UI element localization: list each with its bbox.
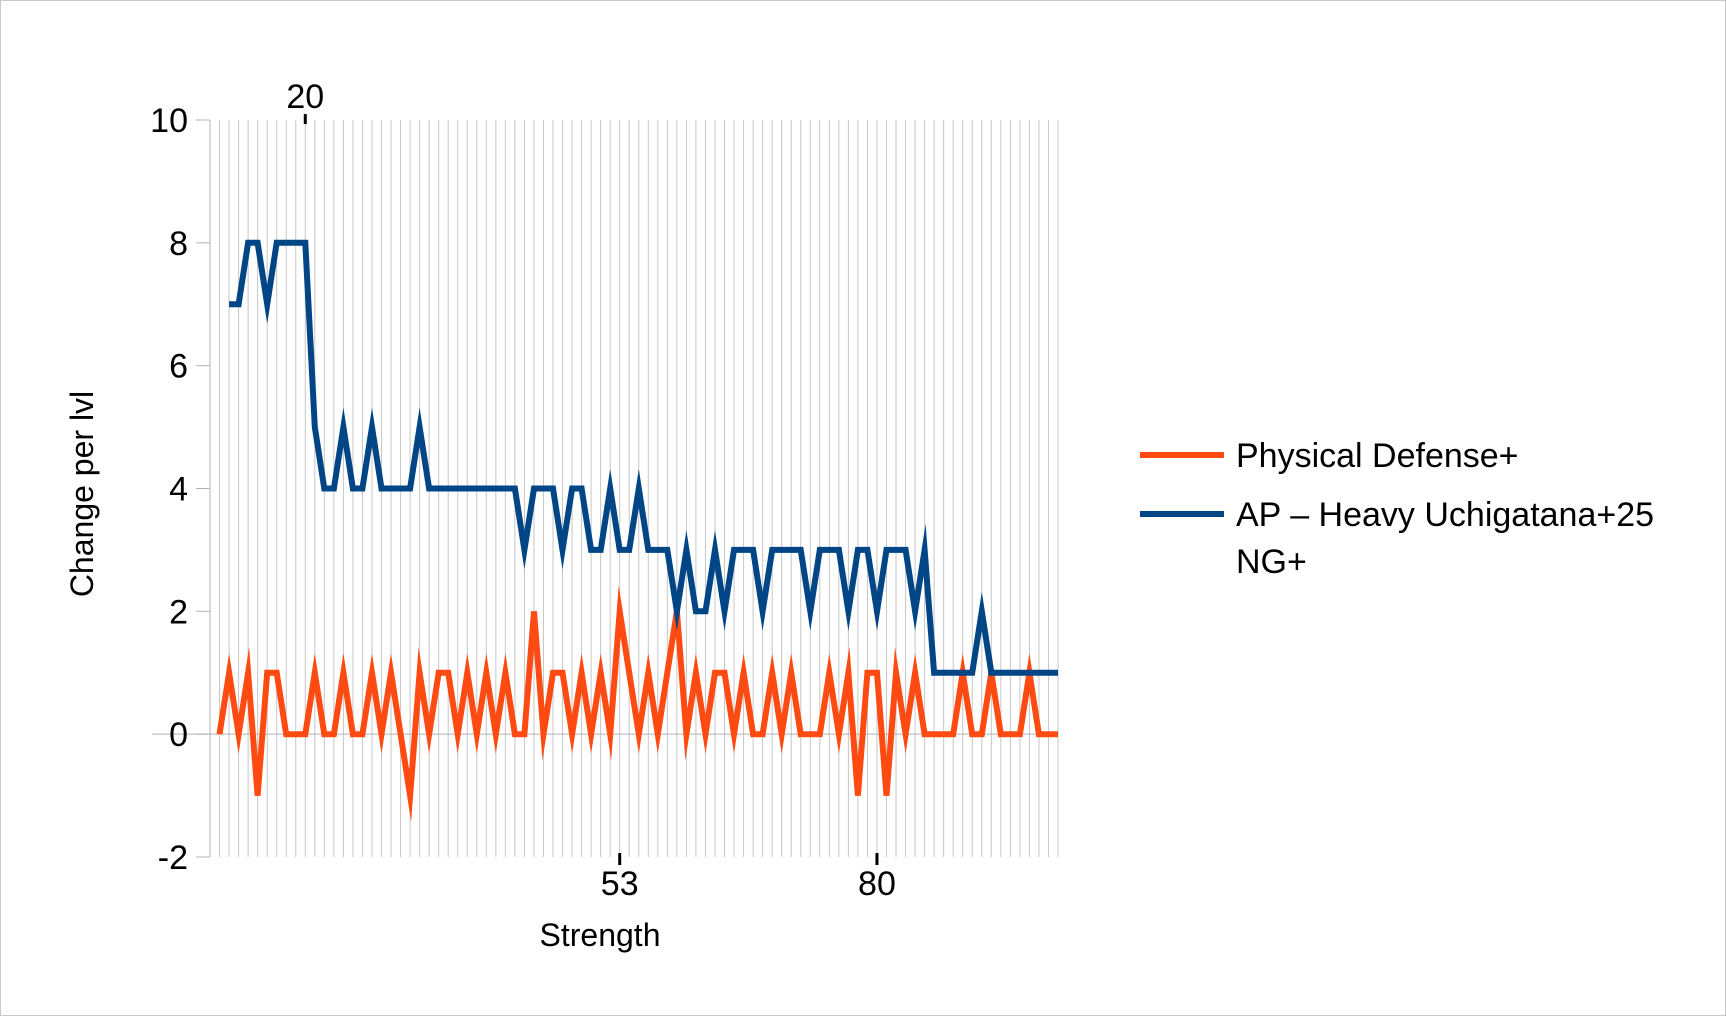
y-tick-label: 8 (169, 225, 188, 263)
legend-label-line: AP – Heavy Uchigatana+25 (1236, 496, 1654, 534)
y-axis-title: Change per lvl (64, 391, 100, 597)
y-tick-label: 4 (169, 471, 188, 509)
y-tick-label: -2 (158, 839, 188, 877)
x-axis-title: Strength (540, 917, 661, 953)
legend-label-line: Physical Defense+ (1236, 437, 1519, 475)
y-tick-label: 2 (169, 593, 188, 631)
plot-grid (209, 120, 1059, 857)
legend: Physical Defense+ AP – Heavy Uchigatana+2… (1140, 437, 1654, 581)
series-line-physical-defense (216, 585, 1058, 822)
y-tick-label: 6 (169, 348, 188, 386)
y-tick-label: 0 (169, 716, 188, 754)
x-tick-label: 53 (601, 865, 639, 903)
y-tick-label: 10 (150, 102, 188, 140)
x-tick-label: 80 (858, 865, 896, 903)
legend-label-line: NG+ (1236, 543, 1307, 581)
legend-label: Physical Defense+ (1236, 437, 1519, 475)
plot-area (210, 120, 1058, 857)
series-lines (216, 239, 1058, 822)
series-line-ap-heavy-uchigatana (229, 239, 1058, 676)
legend-label: AP – Heavy Uchigatana+25 NG+ (1236, 496, 1654, 581)
axis-labels: -2 0 2 4 6 8 10 53 80 20 Strength Change per lvl (64, 78, 896, 953)
x-tick-label: 20 (286, 78, 324, 116)
